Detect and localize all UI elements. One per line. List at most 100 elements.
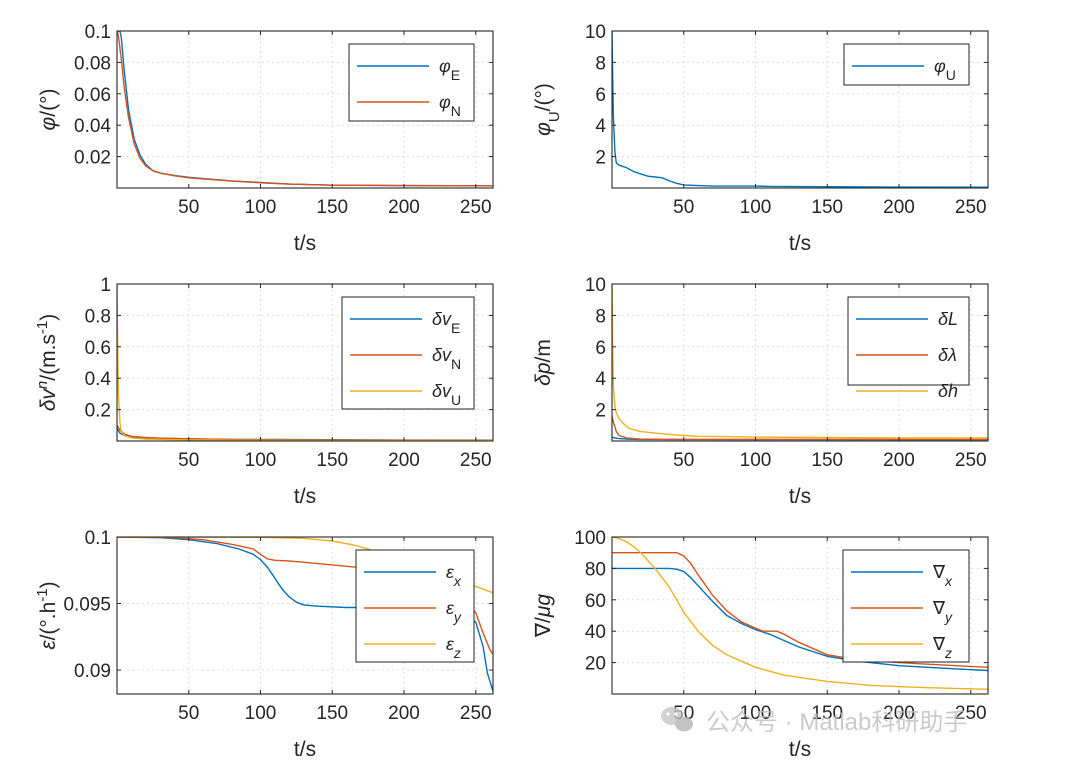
series-line-εy: [117, 537, 493, 655]
x-axis-label: t/s: [294, 738, 316, 761]
x-tick-label: 100: [740, 703, 772, 724]
x-tick-label: 100: [245, 197, 277, 218]
x-axis-label: t/s: [789, 738, 811, 761]
y-axis-label: ε/(°.h-1): [34, 581, 61, 649]
x-tick-label: 200: [883, 450, 915, 471]
x-tick-label: 250: [460, 450, 492, 471]
legend-label-δvU: δvU: [432, 381, 461, 408]
y-axis-label: ∇/μg: [532, 594, 555, 638]
legend-label-∇z: ∇z: [932, 634, 952, 661]
x-tick-label: 150: [811, 450, 843, 471]
x-tick-label: 250: [955, 197, 987, 218]
legend: φE φN: [348, 43, 475, 122]
x-tick-label: 100: [740, 197, 772, 218]
y-tick-label: 0.4: [85, 369, 112, 390]
x-tick-label: 150: [811, 703, 843, 724]
y-tick-label: 0.06: [74, 85, 111, 106]
legend-label-δh: δh: [938, 381, 958, 401]
x-tick-label: 150: [316, 197, 348, 218]
y-tick-label: 6: [595, 85, 606, 106]
x-tick-label: 200: [883, 703, 915, 724]
legend: εx εy εz: [355, 549, 475, 663]
x-tick-label: 150: [316, 450, 348, 471]
x-axis-label: t/s: [789, 232, 811, 255]
x-tick-label: 250: [955, 450, 987, 471]
legend-label-φN: φN: [439, 92, 461, 119]
chart-panel-phi-u: 50 100 150 200 250 2 4 6 8 10 t/s φU/(°) φU: [532, 22, 989, 255]
y-tick-label: 0.1: [85, 528, 111, 549]
x-axis-label: t/s: [789, 485, 811, 508]
axes-frame: [611, 283, 989, 442]
y-axis-label: δp/m: [532, 339, 555, 386]
y-tick-label: 0.8: [85, 306, 111, 327]
y-tick-label: 8: [595, 306, 606, 327]
legend-label-φE: φE: [439, 56, 460, 83]
y-tick-label: 4: [595, 116, 606, 137]
series-line-φU: [612, 31, 988, 188]
y-tick-label: 0.08: [74, 53, 111, 74]
x-tick-label: 50: [178, 703, 199, 724]
x-tick-label: 200: [883, 197, 915, 218]
y-tick-label: 20: [585, 654, 606, 675]
legend-label-εz: εz: [446, 634, 461, 661]
y-tick-label: 4: [595, 369, 606, 390]
y-tick-label: 6: [595, 338, 606, 359]
wechat-icon: [661, 707, 693, 732]
legend-label-δλ: δλ: [938, 345, 957, 365]
y-tick-label: 0.09: [74, 661, 111, 682]
legend-label-εx: εx: [446, 562, 462, 589]
x-tick-label: 200: [388, 703, 420, 724]
y-tick-label: 100: [574, 528, 606, 549]
y-tick-label: 40: [585, 622, 606, 643]
x-tick-label: 50: [178, 450, 199, 471]
x-tick-label: 100: [740, 450, 772, 471]
y-tick-label: 10: [585, 22, 606, 43]
watermark: 公众号 · Matlab科研助手: [661, 707, 967, 736]
y-tick-label: 0.1: [85, 22, 111, 43]
series-line-δλ: [612, 415, 988, 441]
axes-frame: [116, 30, 494, 189]
y-tick-label: 0.6: [85, 338, 111, 359]
x-tick-label: 250: [460, 197, 492, 218]
x-tick-label: 250: [460, 703, 492, 724]
chart-panel-eps: 50 100 150 200 250 0.09 0.095 0.1 t/s ε/(°.h-1) εx…: [34, 528, 494, 761]
x-tick-label: 150: [316, 703, 348, 724]
series-line-∇z: [612, 537, 988, 690]
x-tick-label: 50: [178, 197, 199, 218]
y-tick-label: 8: [595, 53, 606, 74]
y-tick-label: 60: [585, 591, 606, 612]
y-tick-label: 10: [585, 275, 606, 296]
chart-panel-dv: 50 100 150 200 250 0.2 0.4 0.6 0.8 1 t/s δvn/(m.s-1…: [34, 275, 494, 508]
legend-label-∇y: ∇y: [932, 598, 953, 625]
y-axis-label: δvn/(m.s-1): [34, 314, 61, 412]
chart-panel-dp: 50 100 150 200 250 2 4 6 8 10 t/s δp/m δL δλ δh: [532, 275, 989, 508]
series-line-δh: [612, 284, 988, 439]
y-tick-label: 0.02: [74, 148, 111, 169]
axes-frame: [116, 536, 494, 695]
legend: δL δλ δh: [847, 296, 970, 401]
y-axis-label: φU/(°): [532, 83, 563, 136]
series-line-φN: [117, 31, 493, 187]
x-tick-label: 50: [673, 450, 694, 471]
axes-frame: [611, 30, 989, 189]
legend: ∇x ∇y ∇z: [842, 549, 970, 663]
legend-label-φU: φU: [934, 56, 956, 83]
x-tick-label: 200: [388, 197, 420, 218]
y-tick-label: 2: [595, 148, 606, 169]
y-tick-label: 1: [100, 275, 111, 296]
series-line-∇x: [612, 567, 988, 672]
x-tick-label: 100: [245, 450, 277, 471]
y-tick-label: 2: [595, 401, 606, 422]
x-tick-label: 100: [245, 703, 277, 724]
legend: δvE δvN δvU: [341, 296, 475, 410]
axes-frame: [611, 536, 989, 695]
x-tick-label: 250: [955, 703, 987, 724]
legend-label-δL: δL: [938, 309, 958, 329]
legend-label-δvE: δvE: [432, 309, 460, 336]
x-tick-label: 50: [673, 197, 694, 218]
x-axis-label: t/s: [294, 485, 316, 508]
x-tick-label: 200: [388, 450, 420, 471]
chart-panel-phi-en: 50 100 150 200 250 0.02 0.04 0.06 0.08 0.1 t/s φ/(°…: [37, 22, 494, 255]
y-tick-label: 0.095: [63, 595, 111, 616]
